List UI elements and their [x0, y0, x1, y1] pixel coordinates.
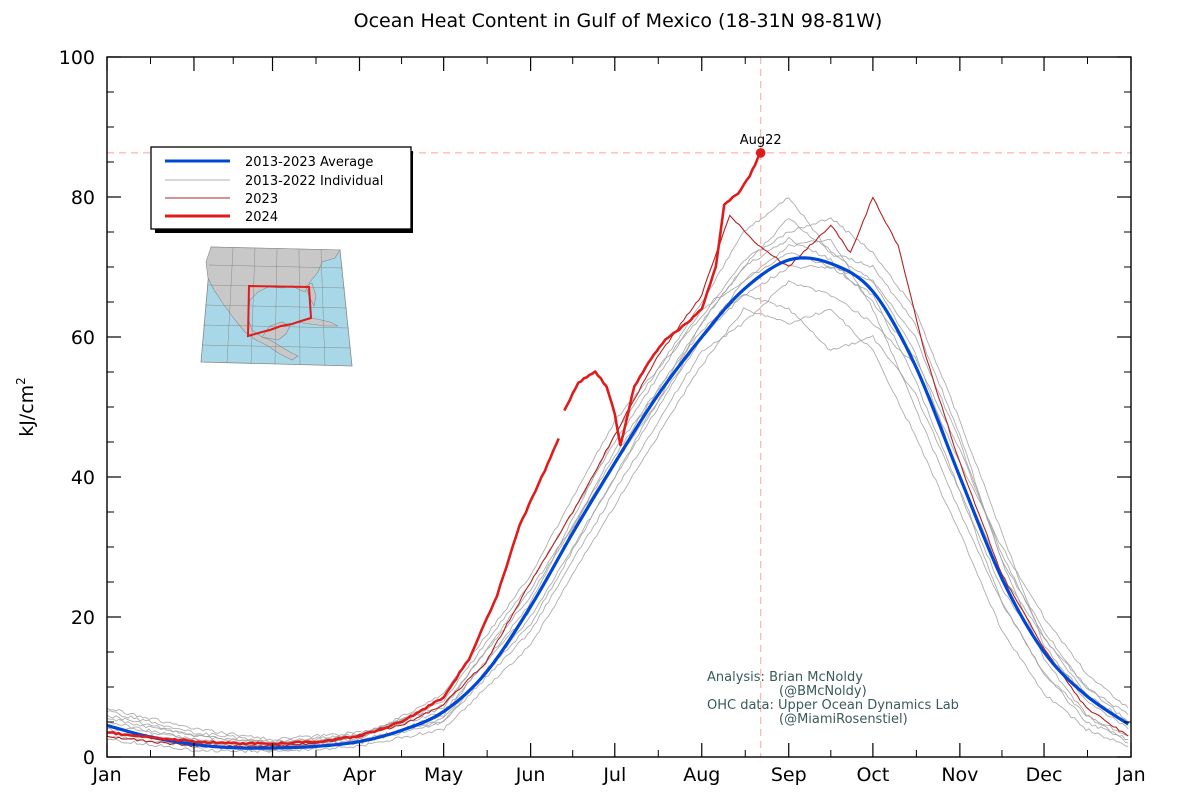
x-tick-label: Sep	[771, 764, 807, 786]
inset-graticule	[201, 247, 352, 367]
credits: Analysis: Brian McNoldy (@BMcNoldy) OHC …	[707, 670, 959, 727]
y-tick-label: 100	[59, 47, 95, 69]
credit-analysis-handle: (@BMcNoldy)	[779, 684, 867, 699]
credit-data-handle: (@MiamiRosenstiel)	[779, 712, 908, 727]
x-tick-label: Jan	[91, 764, 121, 786]
series-2024	[107, 152, 762, 746]
inset-region-box	[246, 284, 313, 338]
credit-data-source: OHC data: Upper Ocean Dynamics Lab	[707, 698, 959, 713]
y-tick-label: 80	[71, 187, 95, 209]
x-tick-label: Jan	[1115, 764, 1145, 786]
aug22-marker: Aug22	[740, 133, 782, 158]
axes: 0 20 40 60 80 100 Jan Feb Mar Apr May Jun Jul Aug Sep O…	[59, 47, 1146, 786]
x-tick-label: May	[424, 764, 463, 786]
x-tick-label: Aug	[683, 764, 720, 786]
legend-label-2023: 2023	[245, 192, 278, 207]
x-tick-label: Mar	[255, 764, 291, 786]
legend-label-2024: 2024	[245, 210, 278, 225]
x-tick-label: Dec	[1026, 764, 1063, 786]
y-axis-label-superscript: 2	[14, 377, 28, 385]
line-average	[106, 256, 1130, 750]
y-tick-label: 0	[83, 747, 95, 769]
x-tick-label: Jun	[515, 764, 546, 786]
aug22-label: Aug22	[740, 133, 782, 148]
legend-label-individual: 2013-2022 Individual	[245, 174, 383, 189]
x-tick-label: Feb	[177, 764, 211, 786]
aug22-point	[755, 148, 766, 158]
individual-line-10	[106, 236, 1129, 744]
line-2024-segment-2	[563, 152, 762, 447]
chart-title: Ocean Heat Content in Gulf of Mexico (18…	[354, 10, 883, 32]
credit-analysis: Analysis: Brian McNoldy	[707, 670, 863, 685]
y-tick-label: 40	[71, 467, 95, 489]
y-axis-label-unit: kJ/cm	[16, 385, 38, 437]
x-tick-label: Apr	[343, 764, 376, 786]
x-tick-label: Jul	[602, 764, 626, 786]
legend-label-average: 2013-2023 Average	[245, 155, 373, 170]
individual-line-7	[106, 307, 1129, 754]
y-tick-label: 60	[71, 327, 95, 349]
gulf-of-mexico-locator-map-icon	[200, 246, 353, 367]
y-tick-label: 20	[71, 607, 95, 629]
y-axis-label: kJ/cm2	[14, 377, 38, 437]
legend: 2013-2023 Average 2013-2022 Individual 2…	[150, 146, 413, 233]
x-tick-label: Oct	[856, 764, 889, 786]
series-average	[106, 256, 1130, 750]
x-tick-label: Nov	[941, 764, 978, 786]
line-2024-segment-1	[107, 437, 560, 746]
